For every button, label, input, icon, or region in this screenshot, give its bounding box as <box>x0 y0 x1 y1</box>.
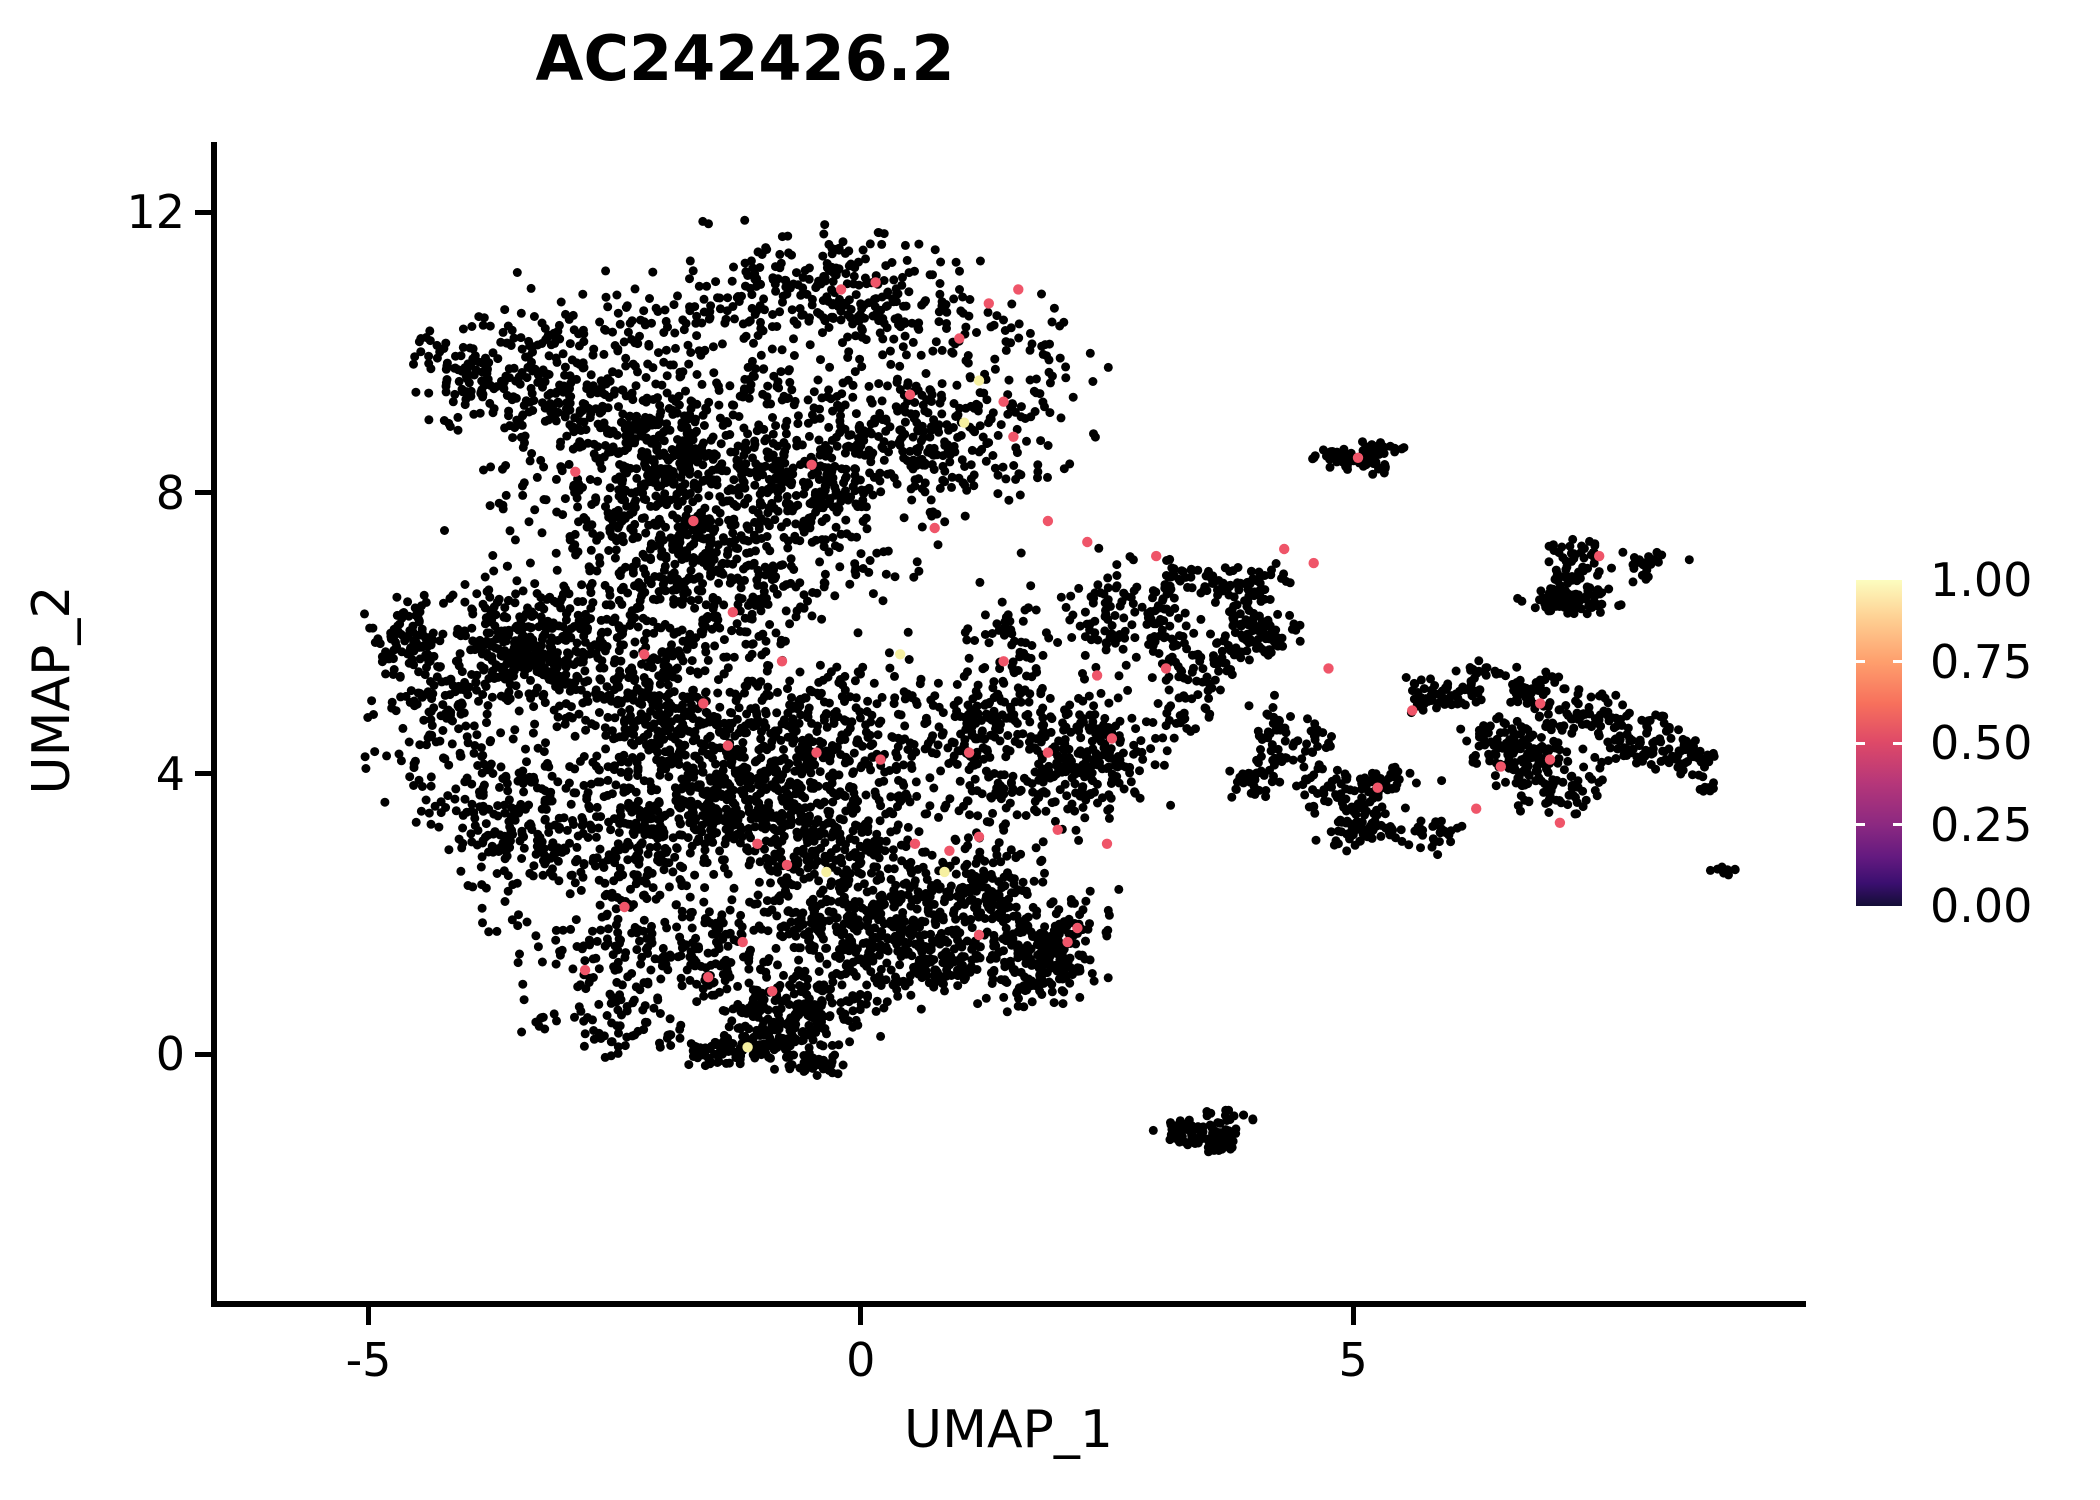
scatter-points <box>360 215 1740 1157</box>
y-tick-label: 12 <box>126 185 185 240</box>
y-tick-label: 4 <box>155 746 185 801</box>
colorbar[interactable]: 1.00 0.75 0.50 0.25 0.00 <box>1856 553 2056 933</box>
colorbar-tick-mark <box>1856 741 1865 745</box>
y-tick-mark <box>195 1051 211 1057</box>
colorbar-tick-label: 1.00 <box>1930 553 2033 607</box>
colorbar-tick-mark <box>1893 660 1902 663</box>
colorbar-tick-mark <box>1856 660 1865 663</box>
axis-spine-bottom <box>211 1301 1806 1307</box>
y-tick-label: 0 <box>155 1027 185 1082</box>
x-tick-label: -5 <box>345 1333 392 1387</box>
colorbar-tick-label: 0.75 <box>1930 634 2033 689</box>
plot-axes: 0 4 8 12 -5 0 5 <box>126 142 1806 1387</box>
scatter-layer <box>211 142 1806 1307</box>
colorbar-tick-mark <box>1893 741 1902 745</box>
colorbar-tick-label: 0.25 <box>1930 797 2033 852</box>
axis-spine-left <box>211 142 217 1307</box>
y-tick-mark <box>195 771 211 777</box>
page-title: AC242426.2 <box>535 22 955 95</box>
x-tick-label: 5 <box>1338 1333 1368 1387</box>
colorbar-tick-label: 0.00 <box>1930 879 2033 933</box>
x-axis-label: UMAP_1 <box>904 1400 1113 1460</box>
y-tick-mark <box>195 209 211 215</box>
colorbar-tick-mark <box>1856 823 1865 826</box>
colorbar-tick-mark <box>1893 823 1902 826</box>
x-tick-label: 0 <box>846 1333 876 1387</box>
colorbar-tick-label: 0.50 <box>1930 716 2033 770</box>
x-tick-mark <box>1350 1307 1356 1325</box>
x-tick-mark <box>858 1307 864 1325</box>
y-tick-mark <box>195 490 211 496</box>
y-axis-label: UMAP_2 <box>22 585 82 795</box>
x-tick-mark <box>366 1307 372 1325</box>
y-tick-label: 8 <box>155 465 185 520</box>
